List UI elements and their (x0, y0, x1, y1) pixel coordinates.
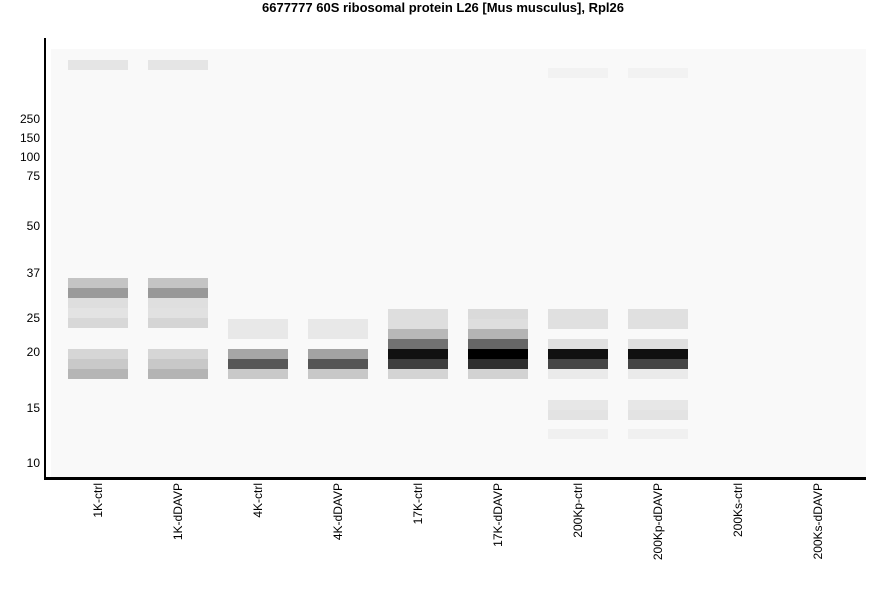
band-stripe (468, 349, 528, 359)
x-axis-label: 200Kp-dDAVP (651, 483, 665, 561)
x-axis-label: 17K-ctrl (411, 483, 425, 525)
band-stripe (68, 288, 128, 298)
y-axis-label: 20 (26, 345, 40, 359)
band-stripe (388, 369, 448, 379)
band-stripe (468, 319, 528, 329)
band-stripe (388, 339, 448, 349)
band-stripe (628, 369, 688, 379)
y-axis-label: 150 (19, 131, 40, 145)
band-stripe (548, 400, 608, 410)
y-axis-label: 10 (26, 456, 40, 470)
band-stripe (628, 349, 688, 359)
band-stripe (228, 319, 288, 339)
figure-title: 6677777 60S ribosomal protein L26 [Mus m… (262, 0, 624, 15)
band-stripe (308, 359, 368, 369)
band-stripe (628, 359, 688, 369)
band-stripe (148, 278, 208, 288)
band-stripe (548, 359, 608, 369)
band-stripe (468, 359, 528, 369)
band-stripe (148, 318, 208, 328)
band-stripe (148, 60, 208, 70)
x-axis-label: 1K-ctrl (91, 483, 105, 518)
band-stripe (148, 349, 208, 359)
y-axis-label: 100 (19, 150, 40, 164)
band-stripe (628, 339, 688, 349)
band-stripe (628, 309, 688, 329)
y-axis-label: 25 (26, 311, 40, 325)
band-stripe (68, 298, 128, 308)
band-stripe (308, 319, 368, 339)
band-stripe (548, 339, 608, 349)
band-stripe (68, 308, 128, 318)
y-axis-label: 15 (26, 401, 40, 415)
plot-background (51, 49, 866, 477)
band-stripe (388, 329, 448, 339)
x-axis-label: 200Kp-ctrl (571, 483, 585, 538)
band-stripe (68, 60, 128, 70)
band-stripe (548, 429, 608, 439)
band-stripe (68, 318, 128, 328)
band-stripe (628, 429, 688, 439)
band-stripe (548, 349, 608, 359)
y-axis-label: 250 (19, 112, 40, 126)
x-axis-label: 17K-dDAVP (491, 483, 505, 547)
band-stripe (148, 308, 208, 318)
band-stripe (148, 298, 208, 308)
band-stripe (388, 359, 448, 369)
band-stripe (68, 278, 128, 288)
band-stripe (388, 309, 448, 329)
band-stripe (308, 369, 368, 379)
band-stripe (228, 349, 288, 359)
y-axis-label: 37 (26, 266, 40, 280)
band-stripe (68, 359, 128, 369)
band-stripe (228, 359, 288, 369)
band-stripe (148, 288, 208, 298)
y-axis-label: 50 (26, 219, 40, 233)
band-stripe (628, 68, 688, 78)
band-stripe (468, 369, 528, 379)
x-axis-label: 200Ks-ctrl (731, 483, 745, 538)
x-axis-line (44, 477, 866, 480)
band-stripe (628, 410, 688, 420)
band-stripe (548, 309, 608, 329)
band-stripe (148, 359, 208, 369)
x-axis-label: 4K-dDAVP (331, 483, 345, 541)
band-stripe (68, 369, 128, 379)
band-stripe (308, 349, 368, 359)
band-stripe (228, 369, 288, 379)
x-axis-label: 4K-ctrl (251, 483, 265, 518)
band-stripe (548, 68, 608, 78)
band-stripe (628, 400, 688, 410)
band-stripe (468, 309, 528, 319)
band-stripe (68, 349, 128, 359)
band-stripe (468, 339, 528, 349)
band-stripe (548, 369, 608, 379)
band-stripe (548, 410, 608, 420)
x-axis-label: 1K-dDAVP (171, 483, 185, 541)
y-axis-label: 75 (26, 169, 40, 183)
band-stripe (468, 329, 528, 339)
band-stripe (148, 369, 208, 379)
x-axis-label: 200Ks-dDAVP (811, 483, 825, 560)
y-axis-line (44, 38, 46, 480)
band-stripe (388, 349, 448, 359)
